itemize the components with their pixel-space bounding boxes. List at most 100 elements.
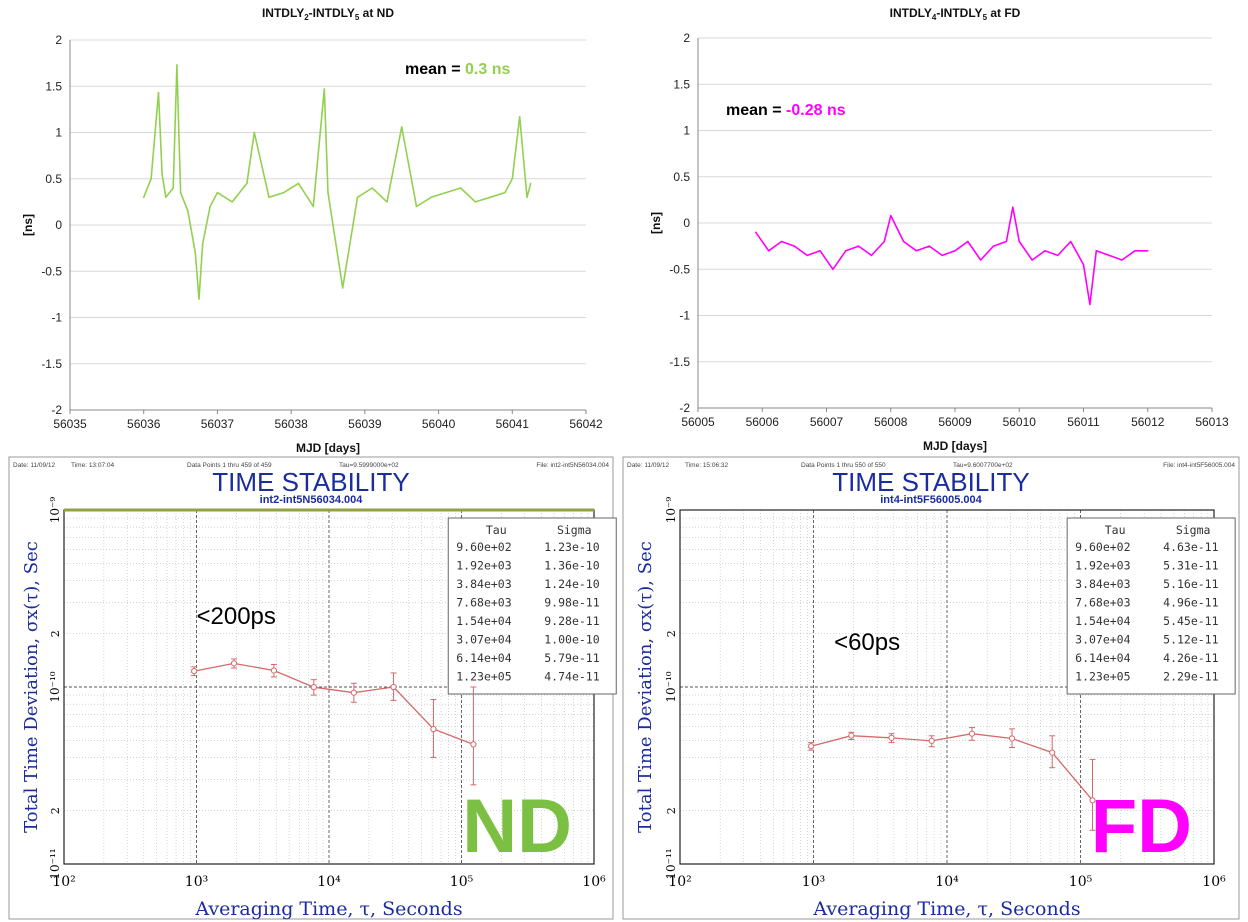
y-tick-label: 0 [683, 216, 690, 230]
data-point [341, 287, 344, 289]
y-tick-label: 1 [55, 126, 62, 140]
data-point [201, 242, 204, 245]
data-point [808, 743, 815, 750]
table-cell-tau: 3.84e+03 [456, 577, 511, 591]
series-line [142, 64, 532, 300]
data-point [928, 737, 935, 744]
data-point [356, 196, 359, 199]
data-point [312, 205, 315, 208]
data-point [954, 249, 956, 252]
header-file: File: int4-int5F56005.004 [1163, 462, 1235, 469]
data-point [1012, 206, 1014, 209]
table-cell-sigma: 1.36e-10 [544, 559, 599, 573]
limit-annotation: <200ps [197, 603, 276, 630]
data-point [415, 205, 418, 208]
y-tick-label: -1 [679, 309, 690, 323]
x-tick-label: 10⁴ [317, 874, 341, 890]
data-point [386, 201, 388, 203]
x-tick-label: 56005 [681, 415, 715, 429]
y-tick-label: 2 [49, 807, 62, 814]
data-point [142, 196, 145, 199]
y-tick-label: 2 [55, 33, 62, 47]
x-tick-label: 10⁶ [582, 874, 606, 890]
data-point [870, 254, 873, 257]
table-cell-tau: 3.07e+04 [456, 633, 511, 647]
data-point [310, 684, 317, 691]
y-tick-label: -1 [51, 311, 62, 325]
y-tick-label: 0.5 [673, 170, 690, 184]
x-tick-label: 56038 [274, 417, 308, 431]
x-tick-label: 10³ [185, 874, 208, 890]
data-point [459, 187, 462, 189]
data-point [209, 205, 211, 208]
data-point [883, 240, 886, 243]
sigma-table [447, 517, 617, 695]
data-point [179, 191, 182, 194]
data-point [172, 187, 174, 189]
y-tick-label: 0.5 [45, 172, 62, 186]
data-point [327, 191, 329, 194]
stability-title: TIME STABILITY [832, 467, 1029, 497]
table-cell-sigma: 4.26e-11 [1163, 651, 1218, 665]
x-axis-label: Averaging Time, τ, Seconds [812, 898, 1080, 920]
x-tick-label: 56008 [874, 415, 908, 429]
y-tick-label: 10⁻¹¹ [48, 848, 62, 879]
x-tick-label: 10² [668, 874, 691, 890]
x-tick-label: 56012 [1131, 415, 1165, 429]
x-tick-label: 10⁶ [1202, 874, 1226, 890]
data-point [1069, 240, 1072, 243]
y-tick-label: -2 [51, 403, 62, 417]
table-cell-tau: 1.54e+04 [1075, 614, 1130, 628]
y-tick-label: 1.5 [45, 79, 62, 93]
table-header-sigma: Sigma [557, 523, 592, 537]
series-line [194, 662, 474, 746]
data-point [1121, 259, 1123, 261]
stability-title: TIME STABILITY [212, 467, 409, 497]
data-point [1044, 249, 1046, 252]
data-point [1049, 749, 1056, 756]
data-point [165, 196, 167, 199]
data-point [246, 182, 248, 185]
table-cell-sigma: 4.63e-11 [1163, 540, 1218, 554]
x-tick-label: 10³ [802, 874, 825, 890]
x-axis-label: MJD [days] [296, 441, 360, 455]
x-tick-label: 10⁵ [450, 874, 474, 890]
table-cell-sigma: 5.79e-11 [544, 651, 599, 665]
site-badge: FD [1091, 784, 1192, 869]
x-tick-label: 56040 [422, 417, 456, 431]
table-header-sigma: Sigma [1176, 523, 1211, 537]
data-point [780, 240, 783, 243]
x-tick-label: 56011 [1067, 415, 1100, 429]
table-cell-sigma: 2.29e-11 [1163, 670, 1218, 684]
data-point [902, 240, 905, 243]
data-point [1057, 254, 1059, 257]
table-cell-sigma: 5.31e-11 [1163, 559, 1218, 573]
table-cell-tau: 6.14e+04 [1075, 651, 1130, 665]
stability-subtitle: int4-int5F56005.004 [880, 494, 982, 506]
table-cell-tau: 7.68e+03 [456, 596, 511, 610]
data-point [474, 201, 477, 203]
data-point [445, 191, 447, 194]
stability-subtitle: int2-int5N56034.004 [260, 494, 364, 506]
data-point [323, 88, 326, 90]
y-tick-label: -0.5 [41, 264, 62, 278]
x-axis-label: MJD [days] [923, 439, 987, 453]
x-tick-label: 56035 [53, 417, 87, 431]
data-point [1089, 797, 1096, 804]
data-point [1082, 263, 1085, 266]
mean-annotation: mean = 0.3 ns [405, 61, 510, 78]
y-tick-label: 2 [665, 630, 678, 637]
x-tick-label: 56036 [127, 417, 161, 431]
table-cell-tau: 1.54e+04 [456, 614, 511, 628]
y-tick-label: 2 [49, 630, 62, 637]
table-cell-tau: 1.23e+05 [1075, 670, 1130, 684]
header-time: Time: 13:07:04 [71, 462, 115, 469]
y-tick-label: -0.5 [669, 262, 690, 276]
table-cell-sigma: 5.16e-11 [1163, 577, 1218, 591]
y-tick-label: 1 [683, 124, 690, 138]
table-cell-sigma: 1.00e-10 [544, 633, 599, 647]
stability-chart-1: Date: 11/09/12 Time: 13:07:04 Data Points … [8, 456, 617, 920]
y-tick-label: 2 [683, 31, 690, 45]
data-point [793, 245, 796, 247]
